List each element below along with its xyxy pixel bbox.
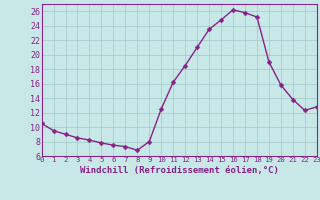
X-axis label: Windchill (Refroidissement éolien,°C): Windchill (Refroidissement éolien,°C): [80, 166, 279, 175]
